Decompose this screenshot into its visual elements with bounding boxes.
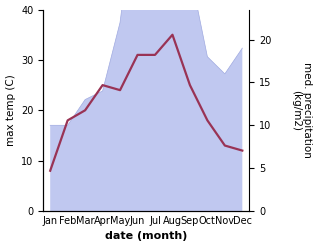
Y-axis label: max temp (C): max temp (C) [5, 74, 16, 146]
Y-axis label: med. precipitation
(kg/m2): med. precipitation (kg/m2) [291, 62, 313, 158]
X-axis label: date (month): date (month) [105, 231, 187, 242]
